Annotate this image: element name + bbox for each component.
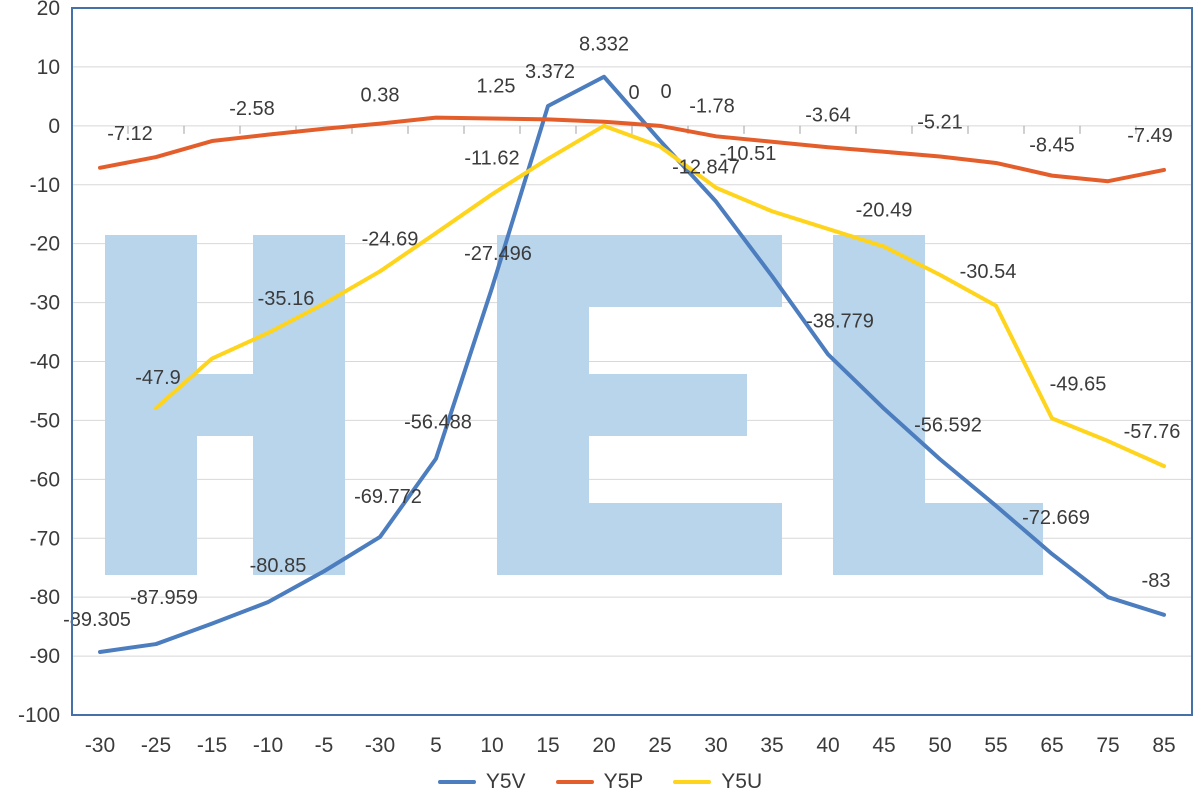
legend-label-y5u: Y5U bbox=[721, 770, 763, 793]
data-label: -30.54 bbox=[960, 261, 1017, 283]
plot-frame bbox=[71, 7, 1193, 716]
x-tick-label: -30 bbox=[365, 734, 395, 757]
x-tick-label: 40 bbox=[816, 734, 839, 757]
x-tick-label: -5 bbox=[315, 734, 334, 757]
data-label: -3.64 bbox=[805, 104, 851, 126]
x-tick-label: 85 bbox=[1152, 734, 1175, 757]
y-tick-label: 20 bbox=[37, 0, 60, 20]
legend-label-y5v: Y5V bbox=[485, 770, 526, 793]
y-tick-label: -30 bbox=[30, 292, 60, 315]
legend-item-y5p: Y5P bbox=[555, 770, 644, 794]
data-label: -56.488 bbox=[404, 412, 472, 434]
y-tick-label: 10 bbox=[37, 56, 60, 79]
legend-item-y5v: Y5V bbox=[437, 770, 526, 794]
data-label: -49.65 bbox=[1050, 373, 1107, 395]
data-label: -47.9 bbox=[135, 367, 181, 389]
x-tick-label: -25 bbox=[141, 734, 171, 757]
y-tick-label: -60 bbox=[30, 468, 60, 491]
data-label: -11.62 bbox=[464, 147, 519, 169]
series-line-y5v bbox=[98, 74, 1166, 654]
data-label: 0 bbox=[628, 82, 639, 104]
data-label: -7.49 bbox=[1127, 125, 1173, 147]
x-tick-label: 10 bbox=[480, 734, 503, 757]
y-tick-label: -40 bbox=[30, 351, 60, 374]
x-tick-label: 45 bbox=[872, 734, 895, 757]
legend-swatch-y5v bbox=[437, 780, 476, 784]
data-label: -5.21 bbox=[917, 112, 963, 134]
watermark-rect bbox=[497, 374, 747, 436]
y-tick-label: -20 bbox=[30, 233, 60, 256]
data-label: -69.772 bbox=[354, 486, 422, 508]
watermark-letter bbox=[833, 235, 1043, 575]
data-label: 0 bbox=[660, 81, 671, 103]
x-tick-label: 65 bbox=[1040, 734, 1063, 757]
data-label: 3.372 bbox=[525, 61, 575, 83]
data-label: -56.592 bbox=[914, 414, 982, 436]
data-label: -1.78 bbox=[689, 95, 735, 117]
data-label: 0.38 bbox=[361, 85, 400, 107]
y-tick-label: -50 bbox=[30, 409, 60, 432]
watermark-rect bbox=[497, 503, 782, 575]
data-label: -20.49 bbox=[856, 200, 913, 222]
x-tick-label: 15 bbox=[536, 734, 559, 757]
x-tick-label: 25 bbox=[648, 734, 671, 757]
data-label: -87.959 bbox=[130, 587, 198, 609]
data-label: -10.51 bbox=[720, 143, 777, 165]
data-label: -12.847 bbox=[672, 157, 740, 179]
y-tick-label: -10 bbox=[30, 174, 60, 197]
data-label: -83 bbox=[1142, 570, 1171, 592]
x-tick-label: 5 bbox=[430, 734, 442, 757]
legend-label-y5p: Y5P bbox=[603, 770, 644, 793]
y-tick-label: -90 bbox=[30, 645, 60, 668]
y-tick-label: -70 bbox=[30, 527, 60, 550]
watermark-rect bbox=[833, 503, 1043, 575]
data-label: -2.58 bbox=[229, 98, 275, 120]
y-tick-label: 0 bbox=[48, 115, 60, 138]
data-label: -80.85 bbox=[250, 555, 307, 577]
legend-item-y5u: Y5U bbox=[673, 770, 762, 794]
watermark-letter bbox=[105, 235, 345, 575]
x-tick-label: 30 bbox=[704, 734, 727, 757]
y-tick-label: -100 bbox=[18, 704, 60, 727]
data-label: -57.76 bbox=[1124, 421, 1181, 443]
data-label: -35.16 bbox=[258, 288, 315, 310]
x-tick-label: 50 bbox=[928, 734, 951, 757]
x-tick-label: 75 bbox=[1096, 734, 1119, 757]
watermark-letter bbox=[497, 235, 782, 575]
y-tick-label: -80 bbox=[30, 586, 60, 609]
x-tick-label: -10 bbox=[253, 734, 283, 757]
data-label: -7.12 bbox=[107, 123, 153, 145]
data-label: -27.496 bbox=[464, 243, 532, 265]
watermark-rect bbox=[105, 374, 345, 436]
data-label: -8.45 bbox=[1029, 135, 1075, 157]
x-tick-label: -15 bbox=[197, 734, 227, 757]
x-tick-label: 55 bbox=[984, 734, 1007, 757]
data-label: 1.25 bbox=[477, 75, 516, 97]
data-label: 8.332 bbox=[579, 34, 629, 56]
data-label: -72.669 bbox=[1022, 507, 1090, 529]
series-line-y5p bbox=[98, 115, 1166, 184]
x-tick-label: -30 bbox=[85, 734, 115, 757]
watermark bbox=[105, 235, 1043, 575]
x-tick-label: 35 bbox=[760, 734, 783, 757]
legend-swatch-y5p bbox=[555, 780, 594, 784]
data-label: -89.305 bbox=[63, 609, 131, 631]
data-label: -24.69 bbox=[362, 228, 419, 250]
series-line-y5u bbox=[154, 123, 1166, 469]
legend-swatch-y5u bbox=[673, 780, 712, 784]
x-tick-label: 20 bbox=[592, 734, 615, 757]
legend: Y5V Y5P Y5U bbox=[0, 770, 1200, 794]
watermark-rect bbox=[497, 235, 782, 307]
data-label: -38.779 bbox=[806, 310, 874, 332]
